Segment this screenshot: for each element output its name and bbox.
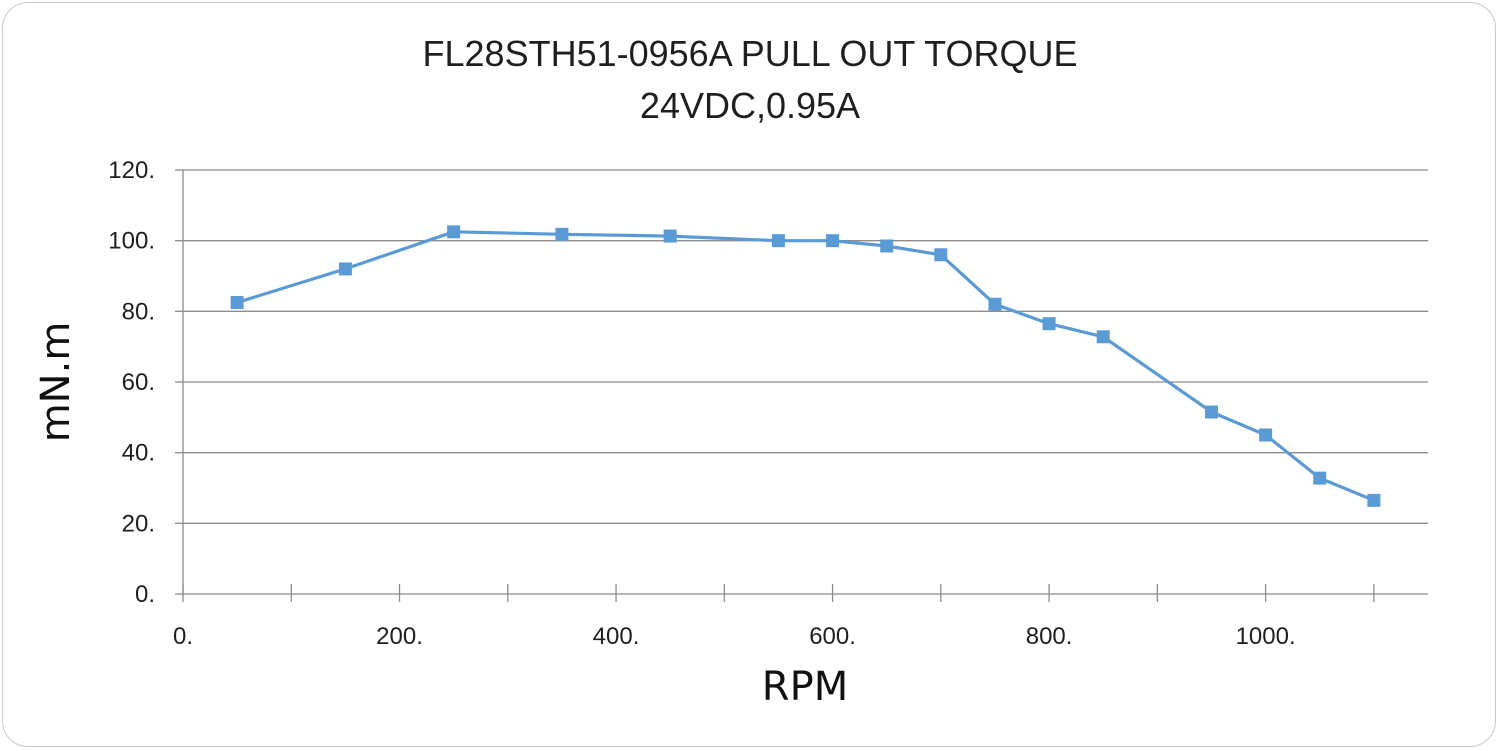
data-point-marker: [1204, 405, 1218, 419]
y-tick-label: 120.: [108, 157, 155, 184]
data-point-marker: [1367, 493, 1381, 507]
x-tick-label: 200.: [376, 623, 423, 650]
x-tick-label: 0.: [173, 623, 193, 650]
tick-labels: 0. 20. 40. 60. 80. 100. 120. 0. 200. 400. 600. 800.…: [108, 157, 1295, 650]
data-point-marker: [880, 239, 894, 253]
data-point-marker: [934, 248, 948, 262]
data-point-marker: [338, 262, 352, 276]
data-point-marker: [988, 297, 1002, 311]
axes: [175, 169, 1428, 602]
data-point-marker: [663, 229, 677, 243]
y-tick-label: 60.: [122, 369, 155, 396]
gridlines: [183, 169, 1428, 524]
data-point-marker: [1313, 471, 1327, 485]
data-point-marker: [447, 225, 461, 239]
data-series: [230, 225, 1381, 507]
x-tick-label: 600.: [809, 623, 856, 650]
x-tick-label: 1000.: [1236, 623, 1296, 650]
data-point-marker: [771, 234, 785, 248]
y-tick-label: 0.: [135, 581, 155, 608]
x-axis-title: RPM: [762, 664, 848, 710]
data-point-marker: [826, 234, 840, 248]
data-point-marker: [230, 296, 244, 309]
chart-title: FL28STH51-0956A PULL OUT TORQUE: [423, 33, 1078, 74]
y-tick-label: 80.: [122, 298, 155, 325]
x-tick-label: 400.: [593, 623, 640, 650]
series-line: [235, 230, 1376, 502]
data-point-marker: [1259, 428, 1273, 442]
data-point-marker: [1096, 330, 1110, 344]
y-tick-label: 20.: [122, 510, 155, 537]
y-tick-label: 100.: [108, 228, 155, 255]
y-axis-title: mN.m: [33, 322, 79, 443]
x-tick-label: 800.: [1026, 623, 1073, 650]
data-point-marker: [1042, 317, 1056, 331]
y-tick-label: 40.: [122, 440, 155, 467]
data-point-marker: [555, 227, 569, 241]
chart-subtitle: 24VDC,0.95A: [640, 85, 860, 126]
